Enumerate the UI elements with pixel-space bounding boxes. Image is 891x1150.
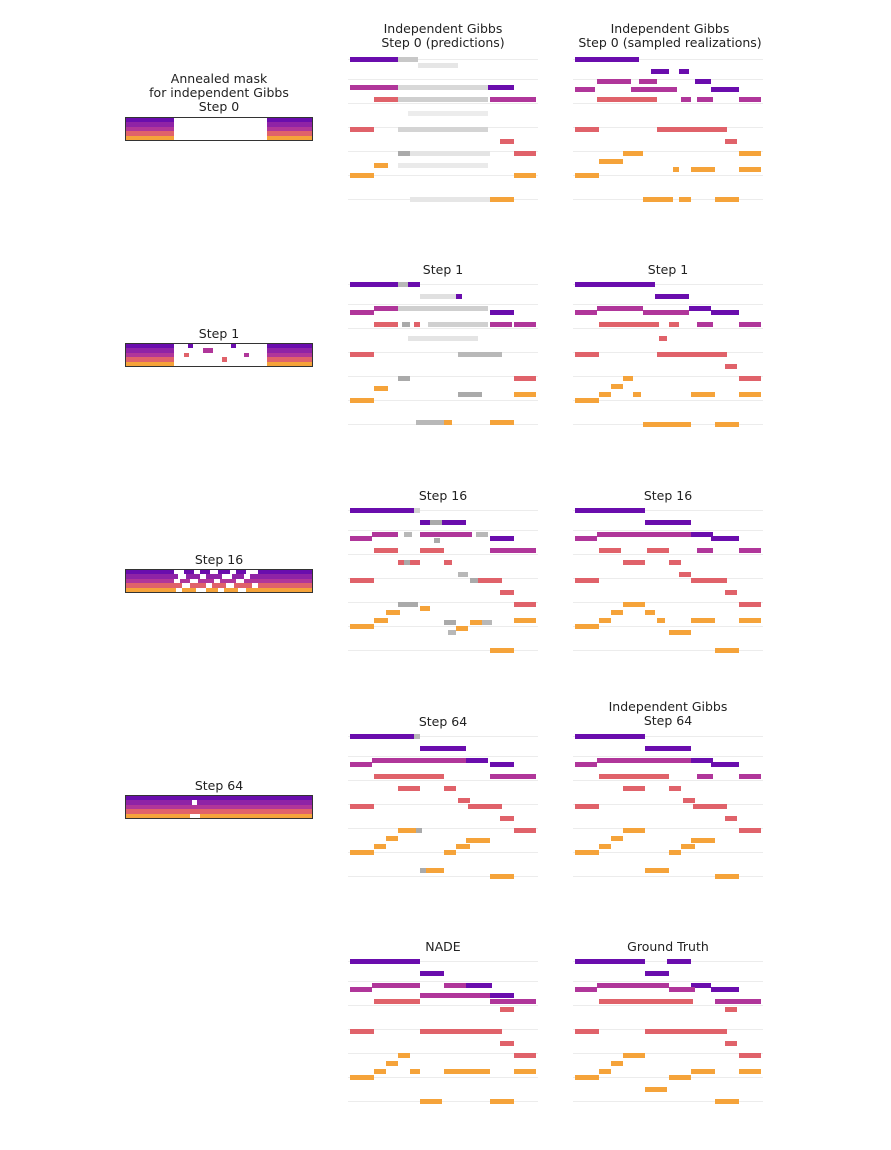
samp-step64-title: Independent Gibbs Step 64 — [608, 699, 728, 728]
pianoroll-ground-truth — [573, 957, 763, 1107]
pianoroll-samp-step1 — [573, 280, 763, 430]
pred-step16-title: Step 16 — [418, 488, 468, 503]
pianoroll-samp-step16 — [573, 506, 763, 656]
samp-step1-title: Step 1 — [647, 262, 689, 277]
pianoroll-nade — [348, 957, 538, 1107]
pianoroll-pred-step16 — [348, 506, 538, 656]
pianoroll-pred-step64 — [348, 732, 538, 882]
annealed-mask-step0 — [125, 117, 313, 141]
mask-step1-title: Step 1 — [198, 326, 240, 341]
ground-truth-title: Ground Truth — [627, 939, 709, 954]
pianoroll-samp-step64 — [573, 732, 763, 882]
pianoroll-samp-step0 — [573, 55, 763, 205]
annealed-mask-step16 — [125, 569, 313, 593]
pianoroll-pred-step1 — [348, 280, 538, 430]
annealed-mask-step64 — [125, 795, 313, 819]
pred-step64-title: Step 64 — [418, 714, 468, 729]
pred-step1-title: Step 1 — [422, 262, 464, 277]
mask-step0-title: Annealed mask for independent Gibbs Step… — [149, 71, 289, 114]
mask-step64-title: Step 64 — [194, 778, 244, 793]
samp-step16-title: Step 16 — [643, 488, 693, 503]
pianoroll-pred-step0 — [348, 55, 538, 205]
nade-title: NADE — [425, 939, 461, 954]
pred-step0-title: Independent Gibbs Step 0 (predictions) — [381, 21, 505, 50]
annealed-mask-step1 — [125, 343, 313, 367]
mask-step16-title: Step 16 — [194, 552, 244, 567]
samp-step0-title: Independent Gibbs Step 0 (sampled realiz… — [578, 21, 762, 50]
